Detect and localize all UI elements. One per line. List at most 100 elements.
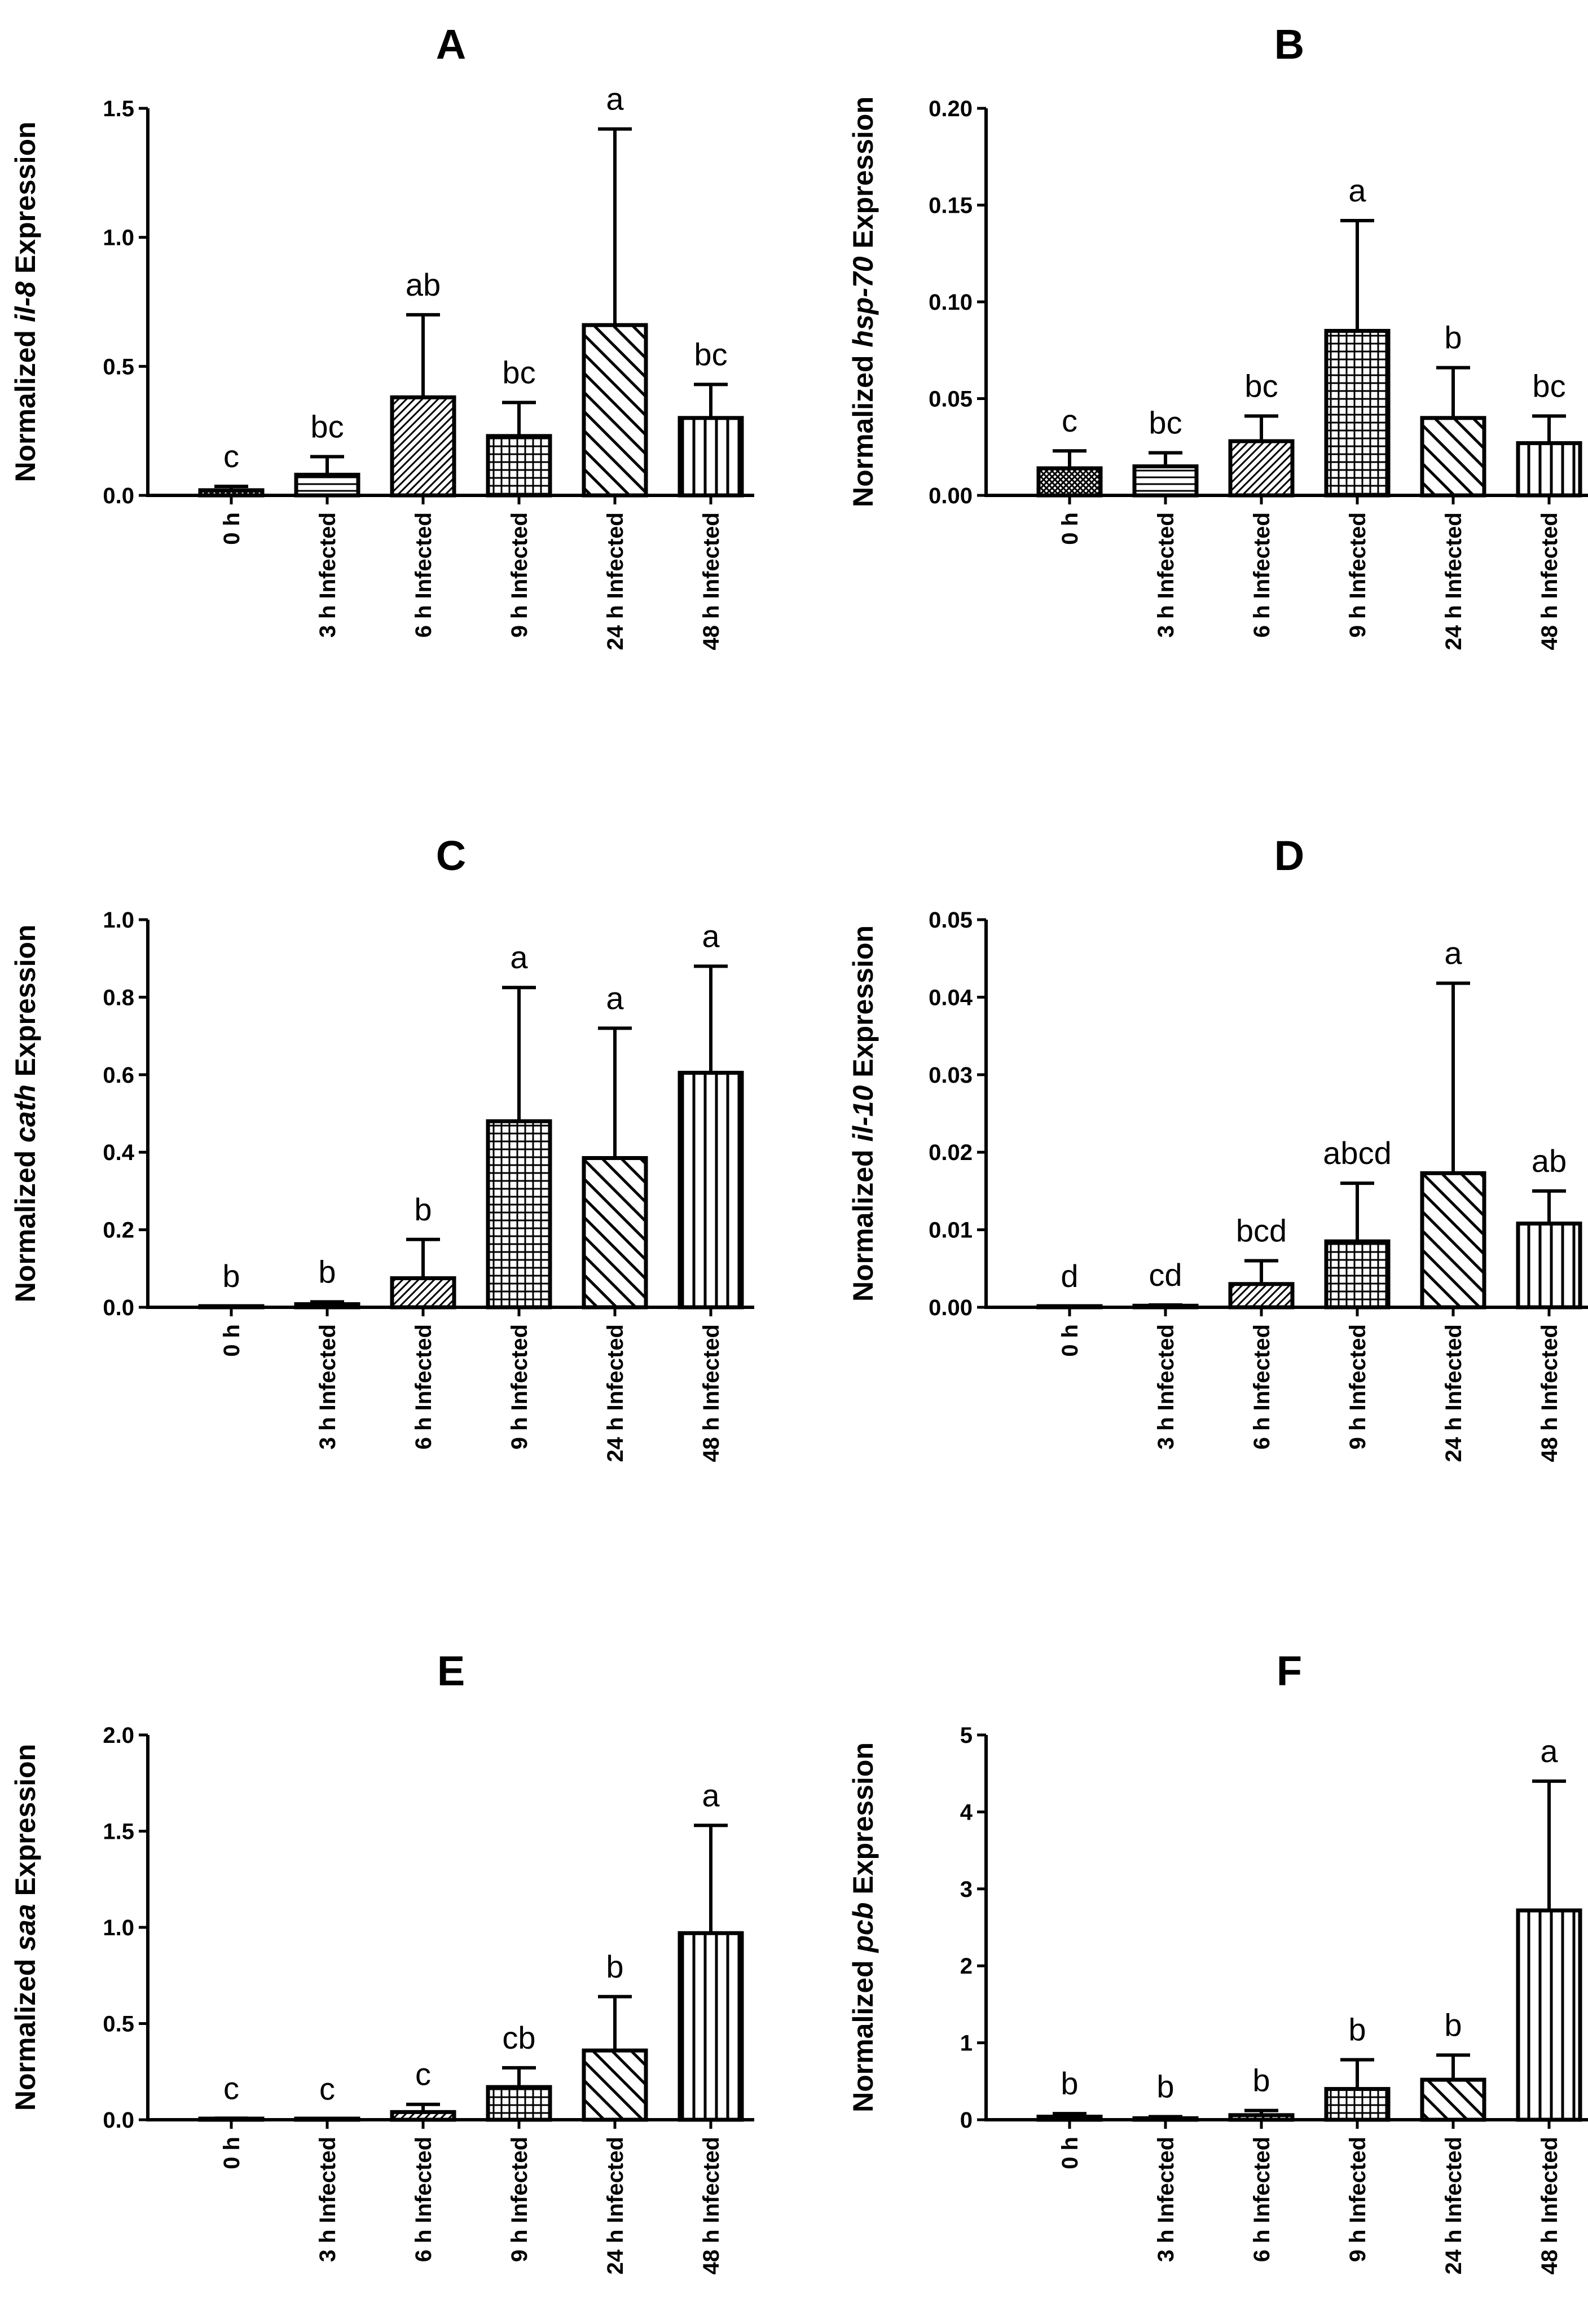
chart-panel-c: C Normalized cath Expression 0.0 0.2 0.4 0.6 0…: [10, 832, 754, 1462]
significance-letter: d: [1061, 1258, 1078, 1294]
y-tick-label: 0.10: [929, 290, 973, 315]
y-axis-label-prefix: Normalized: [847, 1142, 879, 1302]
significance-letter: a: [1444, 935, 1462, 971]
x-tick-label: 48 h Infected: [699, 2137, 724, 2275]
significance-letter: b: [1061, 2066, 1078, 2101]
x-tick-label: 9 h Infected: [1345, 1324, 1370, 1449]
significance-letter: bcd: [1236, 1213, 1287, 1249]
x-tick-label: 24 h Infected: [1441, 2137, 1466, 2275]
chart-panel-e: E Normalized saa Expression 0.0 0.5 1.0 1.5 2.…: [10, 1648, 754, 2275]
x-tick-label: 6 h Infected: [411, 2137, 436, 2262]
bar: [582, 323, 648, 498]
bar: [1324, 1239, 1391, 1310]
y-tick-label: 0.15: [929, 194, 973, 218]
bar: [390, 2110, 456, 2122]
x-tick-label: 6 h Infected: [1250, 1324, 1274, 1449]
panel-letter: A: [436, 21, 466, 68]
y-axis-label-prefix: Normalized: [847, 348, 879, 507]
y-axis-label-prefix: Normalized: [10, 1951, 41, 2111]
y-axis-label-suffix: Expression: [10, 121, 41, 281]
x-tick-label: 6 h Infected: [1250, 512, 1274, 638]
significance-letter: bc: [1244, 368, 1278, 403]
bar: [678, 416, 744, 498]
y-axis-label-suffix: Expression: [847, 1742, 879, 1902]
panel-letter: C: [436, 832, 466, 879]
y-tick-label: 2: [960, 1954, 973, 1979]
x-tick-label: 24 h Infected: [1441, 512, 1466, 651]
significance-letter: a: [1540, 1733, 1558, 1769]
x-tick-label: 3 h Infected: [315, 2137, 340, 2262]
y-tick-label: 0.5: [103, 354, 134, 379]
y-tick-label: 3: [960, 1877, 973, 1902]
y-tick-label: 1.0: [103, 1916, 134, 1940]
significance-letter: ab: [1532, 1143, 1567, 1179]
x-tick-label: 48 h Infected: [1537, 1324, 1562, 1462]
y-tick-label: 0: [960, 2108, 973, 2133]
x-tick-label: 3 h Infected: [1154, 1324, 1178, 1449]
x-tick-label: 24 h Infected: [1441, 1324, 1466, 1462]
x-tick-label: 0 h: [1058, 1324, 1083, 1357]
bar: [678, 1070, 744, 1310]
bar: [1420, 416, 1486, 498]
significance-letter: a: [702, 918, 720, 954]
y-tick-label: 1.0: [103, 226, 134, 251]
y-axis-label-suffix: Expression: [10, 925, 41, 1084]
y-axis-label: Normalized il-8 Expression: [10, 121, 41, 482]
y-axis-label-prefix: Normalized: [10, 1143, 41, 1302]
significance-letter: a: [702, 1777, 720, 1813]
significance-letter: b: [1444, 320, 1462, 355]
y-tick-label: 0.01: [929, 1218, 973, 1243]
panel-letter: B: [1274, 21, 1304, 68]
bar: [1132, 464, 1199, 498]
y-tick-label: 0.00: [929, 1295, 973, 1320]
bar: [486, 434, 552, 498]
bar: [582, 2048, 648, 2122]
significance-letter: ab: [406, 267, 441, 302]
y-axis-label: Normalized saa Expression: [10, 1744, 41, 2111]
bar: [294, 472, 360, 498]
y-tick-label: 0.0: [103, 484, 134, 508]
significance-letter: a: [1348, 173, 1366, 208]
bar: [486, 2085, 552, 2122]
bar: [390, 395, 456, 498]
significance-letter: bc: [502, 354, 535, 390]
y-tick-label: 0.05: [929, 387, 973, 412]
significance-letter: bc: [694, 336, 727, 372]
x-tick-label: 6 h Infected: [411, 1324, 436, 1449]
x-tick-label: 24 h Infected: [603, 512, 628, 651]
x-tick-label: 3 h Infected: [1154, 2137, 1178, 2262]
x-tick-label: 9 h Infected: [1345, 512, 1370, 638]
panel-letter: D: [1274, 832, 1304, 879]
y-axis-label-gene: il-10: [847, 1085, 879, 1141]
significance-letter: b: [414, 1192, 432, 1227]
significance-letter: b: [222, 1258, 240, 1294]
y-axis-label-suffix: Expression: [847, 925, 879, 1085]
bar: [1036, 2115, 1103, 2122]
bar: [1228, 1282, 1295, 1310]
chart-panel-f: F Normalized pcb Expression 0 1 2 3 4 5 b 0 h b 3 h…: [847, 1648, 1588, 2275]
bar: [390, 1276, 456, 1310]
bar: [1228, 2113, 1295, 2122]
x-tick-label: 48 h Infected: [699, 512, 724, 651]
y-tick-label: 0.02: [929, 1140, 973, 1165]
y-axis-label: Normalized il-10 Expression: [847, 925, 879, 1302]
chart-panel-b: B Normalized hsp-70 Expression 0.00 0.05 0.1…: [847, 21, 1588, 651]
y-axis-label-gene: cath: [10, 1084, 41, 1143]
x-tick-label: 48 h Infected: [1537, 2137, 1562, 2275]
panel-letter: F: [1277, 1648, 1302, 1694]
bar: [1516, 441, 1582, 498]
significance-letter: cd: [1149, 1257, 1182, 1293]
y-tick-label: 1.5: [103, 96, 134, 121]
x-tick-label: 24 h Infected: [603, 1324, 628, 1462]
y-axis-label-suffix: Expression: [847, 96, 879, 256]
y-axis-label-prefix: Normalized: [10, 322, 41, 482]
x-tick-label: 0 h: [219, 2137, 244, 2169]
y-tick-label: 0.4: [103, 1140, 134, 1165]
y-tick-label: 0.00: [929, 484, 973, 508]
x-tick-label: 9 h Infected: [507, 512, 532, 638]
significance-letter: a: [510, 939, 528, 975]
significance-letter: bc: [1149, 405, 1182, 441]
x-tick-label: 6 h Infected: [1250, 2137, 1274, 2262]
x-tick-label: 0 h: [219, 512, 244, 545]
y-tick-label: 0.20: [929, 96, 973, 121]
